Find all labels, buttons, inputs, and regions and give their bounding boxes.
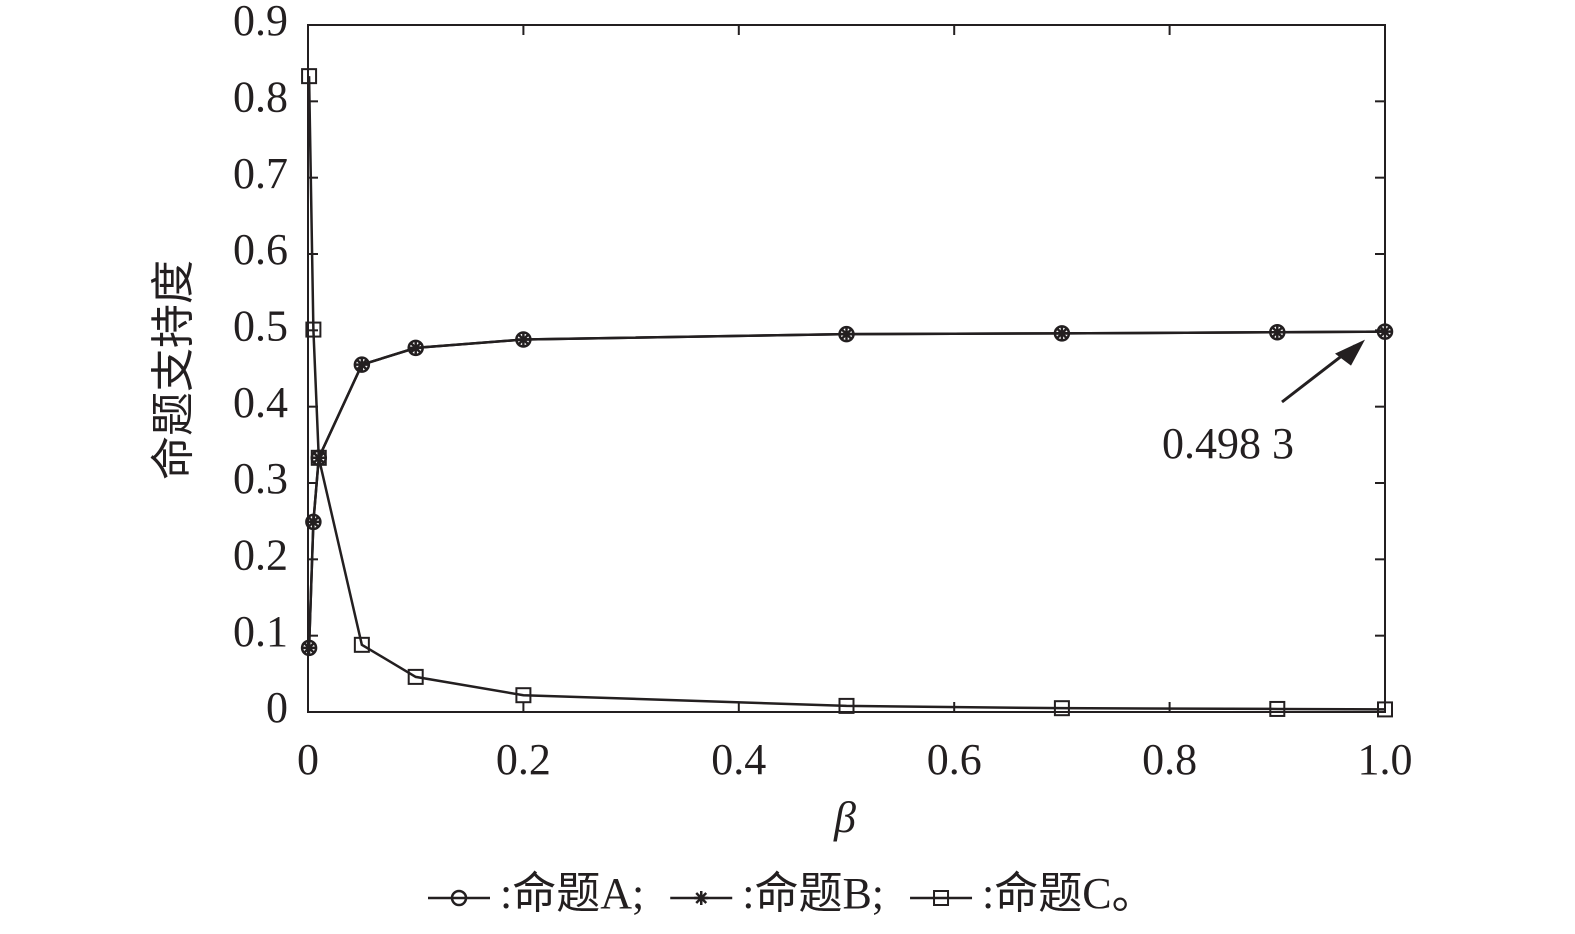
marker	[407, 668, 424, 685]
y-tick-label: 0.4	[233, 378, 288, 427]
legend-label: :命题B;	[742, 869, 884, 918]
x-tick-label: 0.2	[496, 735, 551, 784]
marker	[450, 889, 468, 907]
annotation-arrowhead	[1335, 339, 1365, 366]
y-axis-label: 命题支持度	[149, 260, 198, 480]
plot-frame	[307, 24, 1386, 713]
y-tick-label: 0.2	[233, 530, 288, 579]
y-tick-label: 0.7	[233, 149, 288, 198]
marker	[839, 327, 854, 342]
marker	[353, 636, 370, 653]
marker	[408, 340, 423, 355]
marker	[305, 321, 322, 338]
x-axis-label: β	[833, 793, 856, 842]
marker	[516, 332, 531, 347]
marker	[1054, 326, 1069, 341]
y-tick-label: 0.6	[233, 225, 288, 274]
x-tick-label: 1.0	[1358, 735, 1413, 784]
marker	[310, 449, 327, 466]
annotation: 0.498 3	[1162, 419, 1294, 468]
marker	[302, 640, 317, 655]
y-tick-label: 0.9	[233, 0, 288, 45]
y-tick-label: 0.3	[233, 454, 288, 503]
y-tick-label: 0.5	[233, 301, 288, 350]
marker	[1053, 700, 1070, 717]
marker	[354, 357, 369, 372]
legend-label: :命题A;	[500, 869, 644, 918]
marker	[1270, 325, 1285, 340]
series-line	[307, 330, 1386, 648]
legend-label: :命题C。	[982, 869, 1156, 918]
y-tick-label: 0.1	[233, 607, 288, 656]
marker	[301, 68, 318, 85]
x-tick-label: 0.6	[927, 735, 982, 784]
marker	[694, 891, 709, 905]
marker	[1377, 701, 1393, 718]
x-tick-label: 0.8	[1142, 735, 1197, 784]
y-tick-label: 0.8	[233, 72, 288, 121]
legend: :命题A; :命题B; :命题C。	[428, 869, 1156, 918]
series-line	[307, 76, 1386, 711]
marker	[1269, 700, 1286, 717]
marker	[1378, 324, 1392, 339]
y-tick-label: 0	[266, 683, 288, 732]
series-line	[307, 330, 1386, 648]
marker	[933, 890, 950, 906]
marker	[838, 697, 855, 714]
marker	[306, 514, 321, 529]
marker	[515, 687, 532, 704]
x-tick-label: 0	[297, 735, 319, 784]
x-tick-label: 0.4	[711, 735, 766, 784]
